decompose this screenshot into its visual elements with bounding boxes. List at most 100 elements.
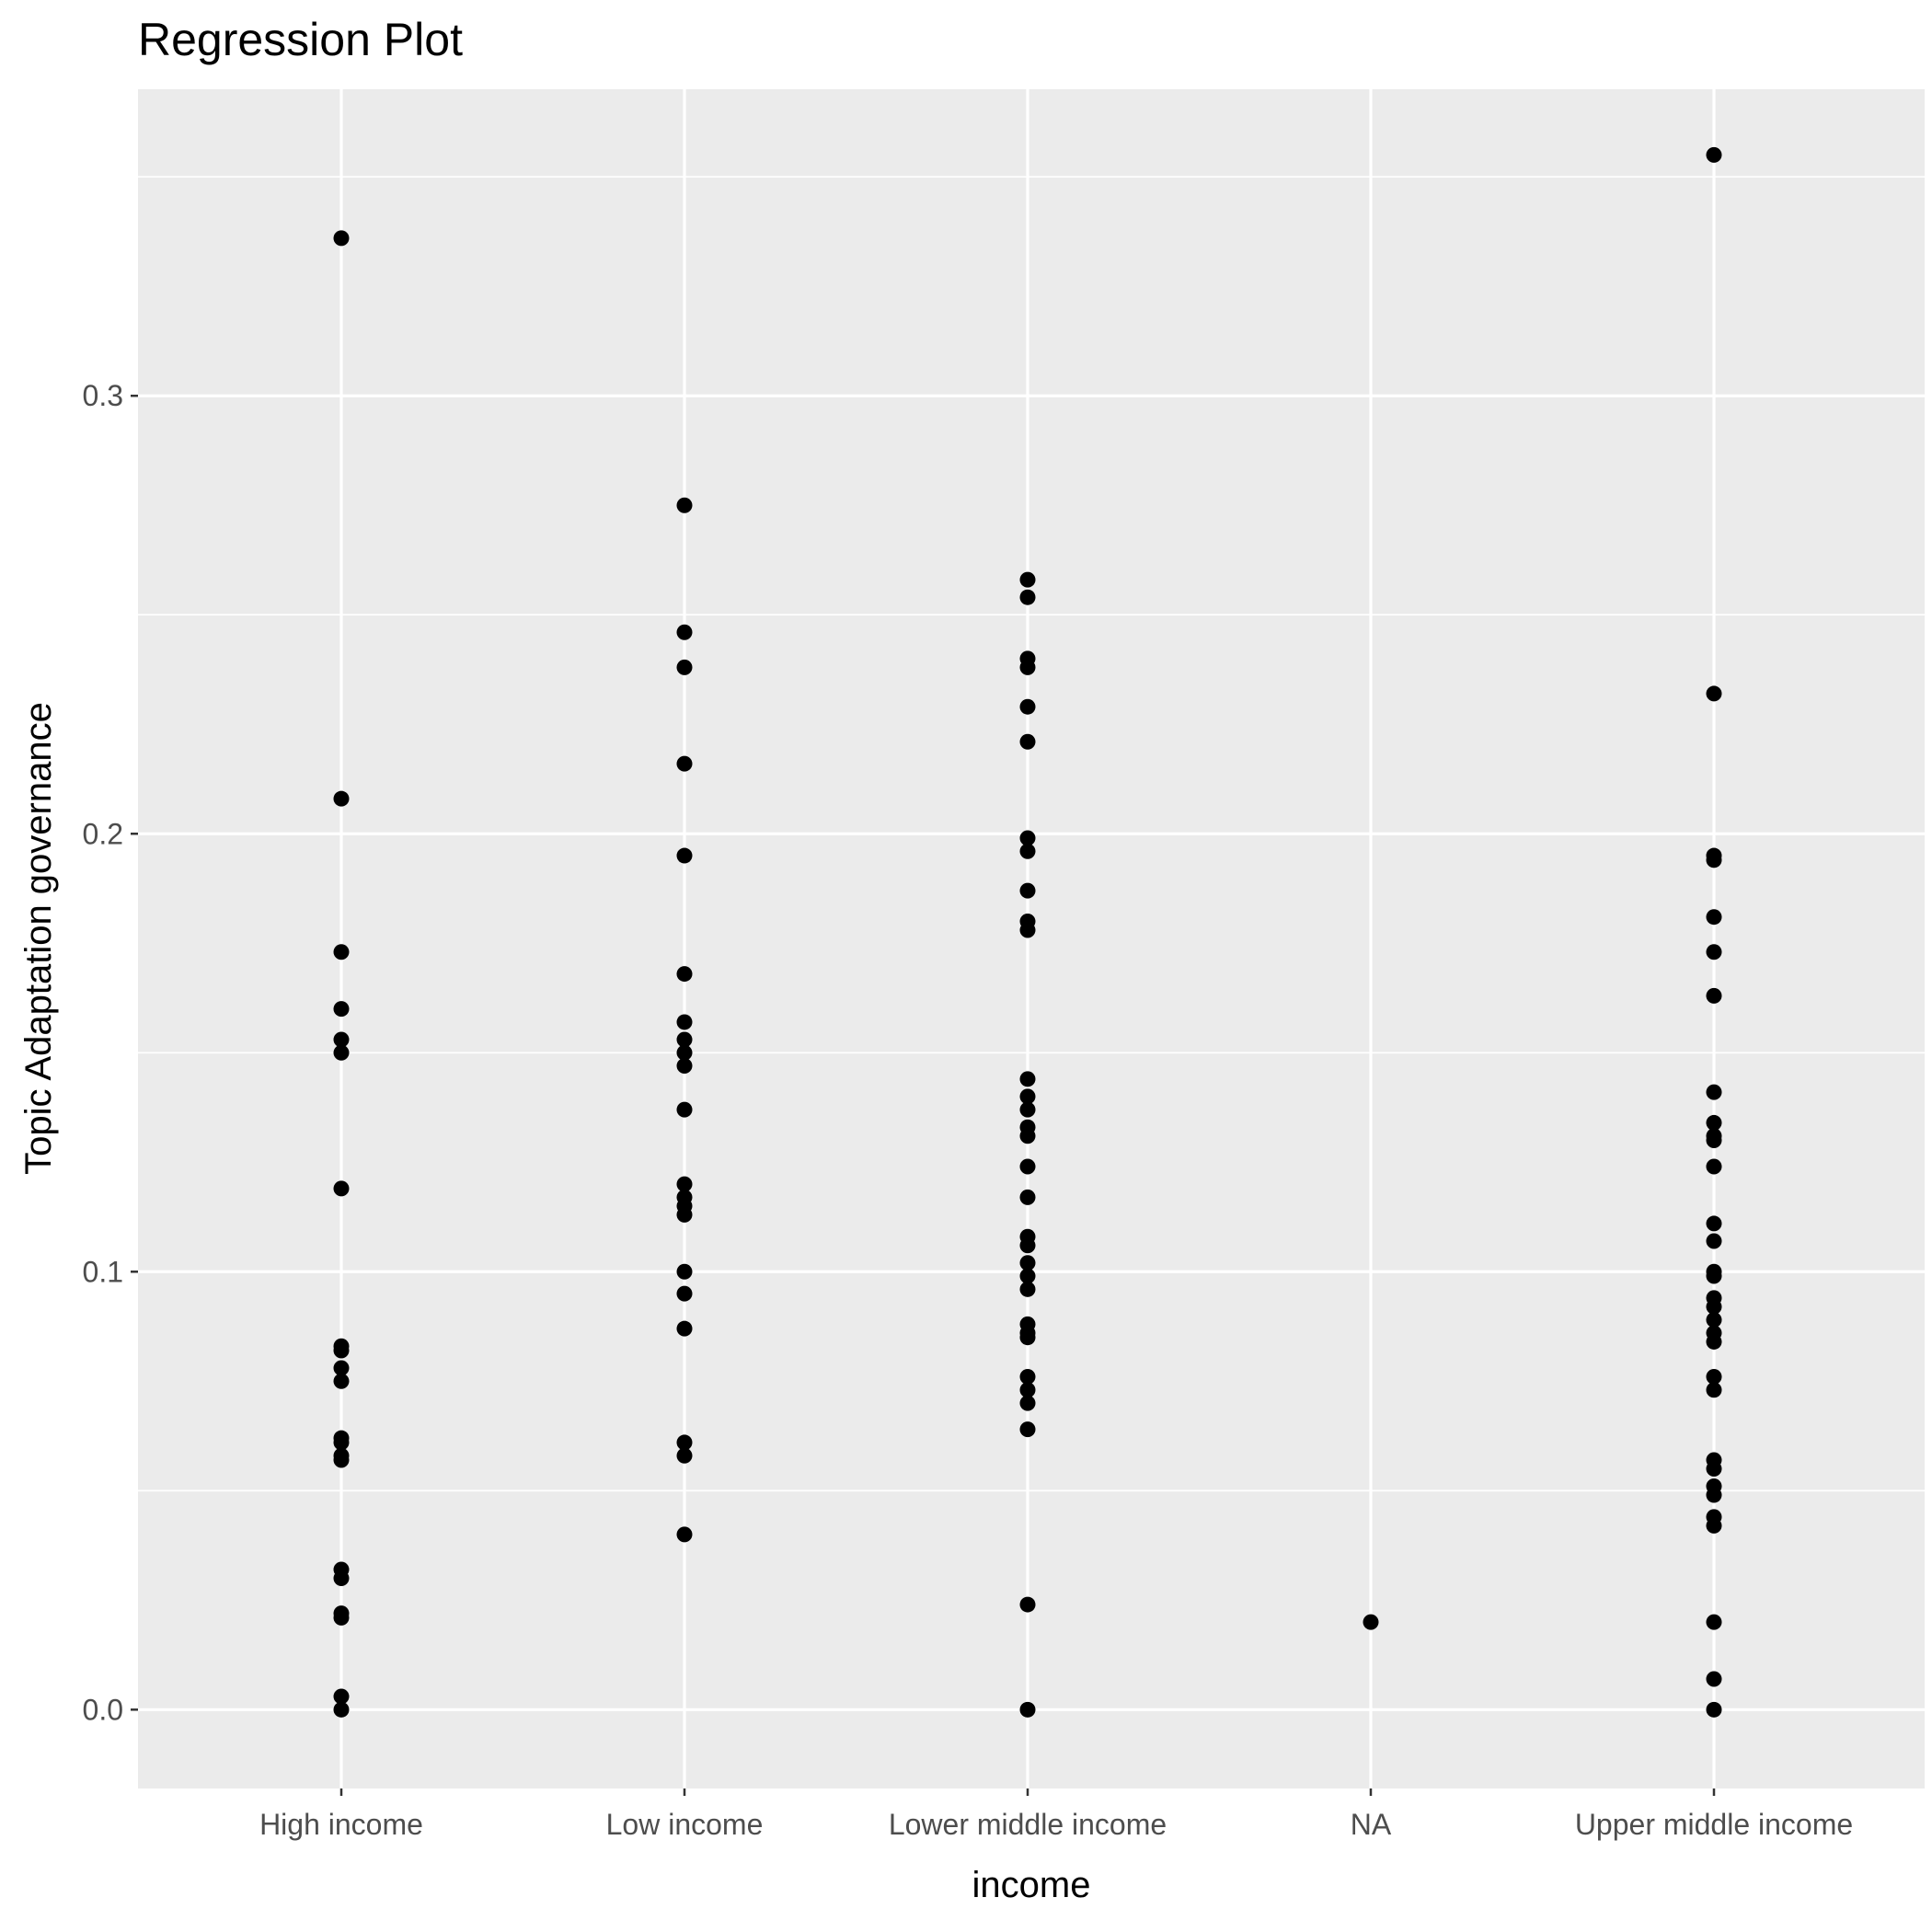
- data-point: [676, 847, 693, 864]
- data-point: [1706, 1333, 1722, 1350]
- data-point: [676, 966, 693, 983]
- data-point: [676, 1014, 693, 1030]
- data-point: [1019, 1369, 1036, 1386]
- data-point: [1019, 1088, 1036, 1105]
- data-point: [1019, 1237, 1036, 1254]
- y-axis-label: Topic Adaptation governance: [18, 702, 59, 1175]
- data-point: [1706, 1517, 1722, 1534]
- data-point: [333, 1342, 350, 1359]
- data-point: [333, 1001, 350, 1018]
- data-point: [1706, 1132, 1722, 1148]
- data-point: [333, 1031, 350, 1048]
- data-point: [1706, 1701, 1722, 1718]
- x-axis: High income Low income Lower middle income…: [259, 1788, 1853, 1841]
- data-point: [333, 1360, 350, 1376]
- data-point: [676, 1434, 693, 1451]
- data-point: [1019, 698, 1036, 715]
- data-point: [333, 1373, 350, 1389]
- data-point: [1019, 1255, 1036, 1271]
- data-point: [1019, 1128, 1036, 1144]
- data-point: [1019, 830, 1036, 846]
- data-point: [1706, 685, 1722, 702]
- data-point: [333, 1044, 350, 1061]
- data-point: [333, 1452, 350, 1468]
- plot-panel: [138, 89, 1925, 1788]
- x-tick-label: Low income: [606, 1808, 764, 1841]
- data-points: [333, 146, 1722, 1718]
- data-point: [676, 624, 693, 640]
- data-point: [1706, 1382, 1722, 1398]
- data-point: [333, 1434, 350, 1451]
- data-point: [1019, 733, 1036, 750]
- data-point: [1706, 1312, 1722, 1328]
- data-point: [1019, 1071, 1036, 1087]
- data-point: [1706, 1084, 1722, 1100]
- data-point: [1019, 1596, 1036, 1613]
- data-point: [1706, 1233, 1722, 1249]
- minor-gridlines: [138, 176, 1925, 1492]
- chart-title: Regression Plot: [138, 14, 463, 65]
- data-point: [1019, 843, 1036, 859]
- data-point: [1019, 1101, 1036, 1118]
- data-point: [1706, 944, 1722, 960]
- data-point: [1706, 1158, 1722, 1175]
- data-point: [676, 1285, 693, 1302]
- data-point: [1019, 571, 1036, 588]
- x-tick-label: NA: [1351, 1808, 1392, 1841]
- data-point: [1706, 909, 1722, 926]
- data-point: [1706, 1671, 1722, 1687]
- data-point: [333, 1570, 350, 1587]
- data-point: [676, 1058, 693, 1075]
- x-tick-label: Lower middle income: [889, 1808, 1167, 1841]
- data-point: [676, 1206, 693, 1223]
- data-point: [1019, 1268, 1036, 1284]
- data-point: [676, 1031, 693, 1048]
- data-point: [1706, 1369, 1722, 1386]
- data-point: [1706, 1298, 1722, 1315]
- data-point: [333, 944, 350, 960]
- data-point: [1019, 1701, 1036, 1718]
- data-point: [1706, 987, 1722, 1004]
- data-point: [676, 755, 693, 772]
- data-point: [1019, 1189, 1036, 1205]
- x-tick-label: Upper middle income: [1575, 1808, 1853, 1841]
- data-point: [676, 1101, 693, 1118]
- data-point: [1363, 1614, 1379, 1630]
- data-point: [333, 1180, 350, 1197]
- data-point: [1019, 1395, 1036, 1411]
- x-axis-label: income: [972, 1865, 1091, 1905]
- data-point: [676, 1320, 693, 1337]
- data-point: [676, 1176, 693, 1192]
- y-axis: 0.0 0.1 0.2 0.3: [83, 379, 138, 1726]
- data-point: [1706, 1460, 1722, 1477]
- data-point: [1706, 1114, 1722, 1131]
- data-point: [676, 659, 693, 675]
- data-point: [1019, 1382, 1036, 1398]
- data-point: [333, 1701, 350, 1718]
- data-point: [1019, 1281, 1036, 1297]
- data-point: [1019, 882, 1036, 899]
- data-point: [676, 1044, 693, 1061]
- data-point: [676, 497, 693, 513]
- data-point: [1706, 1614, 1722, 1630]
- data-point: [1706, 852, 1722, 868]
- y-tick-label: 0.0: [83, 1693, 123, 1726]
- data-point: [1706, 1215, 1722, 1232]
- y-tick-label: 0.3: [83, 379, 123, 412]
- data-point: [676, 1526, 693, 1543]
- data-point: [333, 1688, 350, 1705]
- data-point: [333, 230, 350, 247]
- data-point: [1019, 1329, 1036, 1346]
- data-point: [333, 1609, 350, 1626]
- y-tick-label: 0.2: [83, 817, 123, 850]
- data-point: [333, 790, 350, 807]
- data-point: [1019, 1421, 1036, 1438]
- data-point: [1706, 1487, 1722, 1503]
- data-point: [1019, 1158, 1036, 1175]
- data-point: [1019, 922, 1036, 938]
- y-tick-label: 0.1: [83, 1255, 123, 1288]
- data-point: [1706, 146, 1722, 163]
- data-point: [1706, 1268, 1722, 1284]
- data-point: [1019, 659, 1036, 675]
